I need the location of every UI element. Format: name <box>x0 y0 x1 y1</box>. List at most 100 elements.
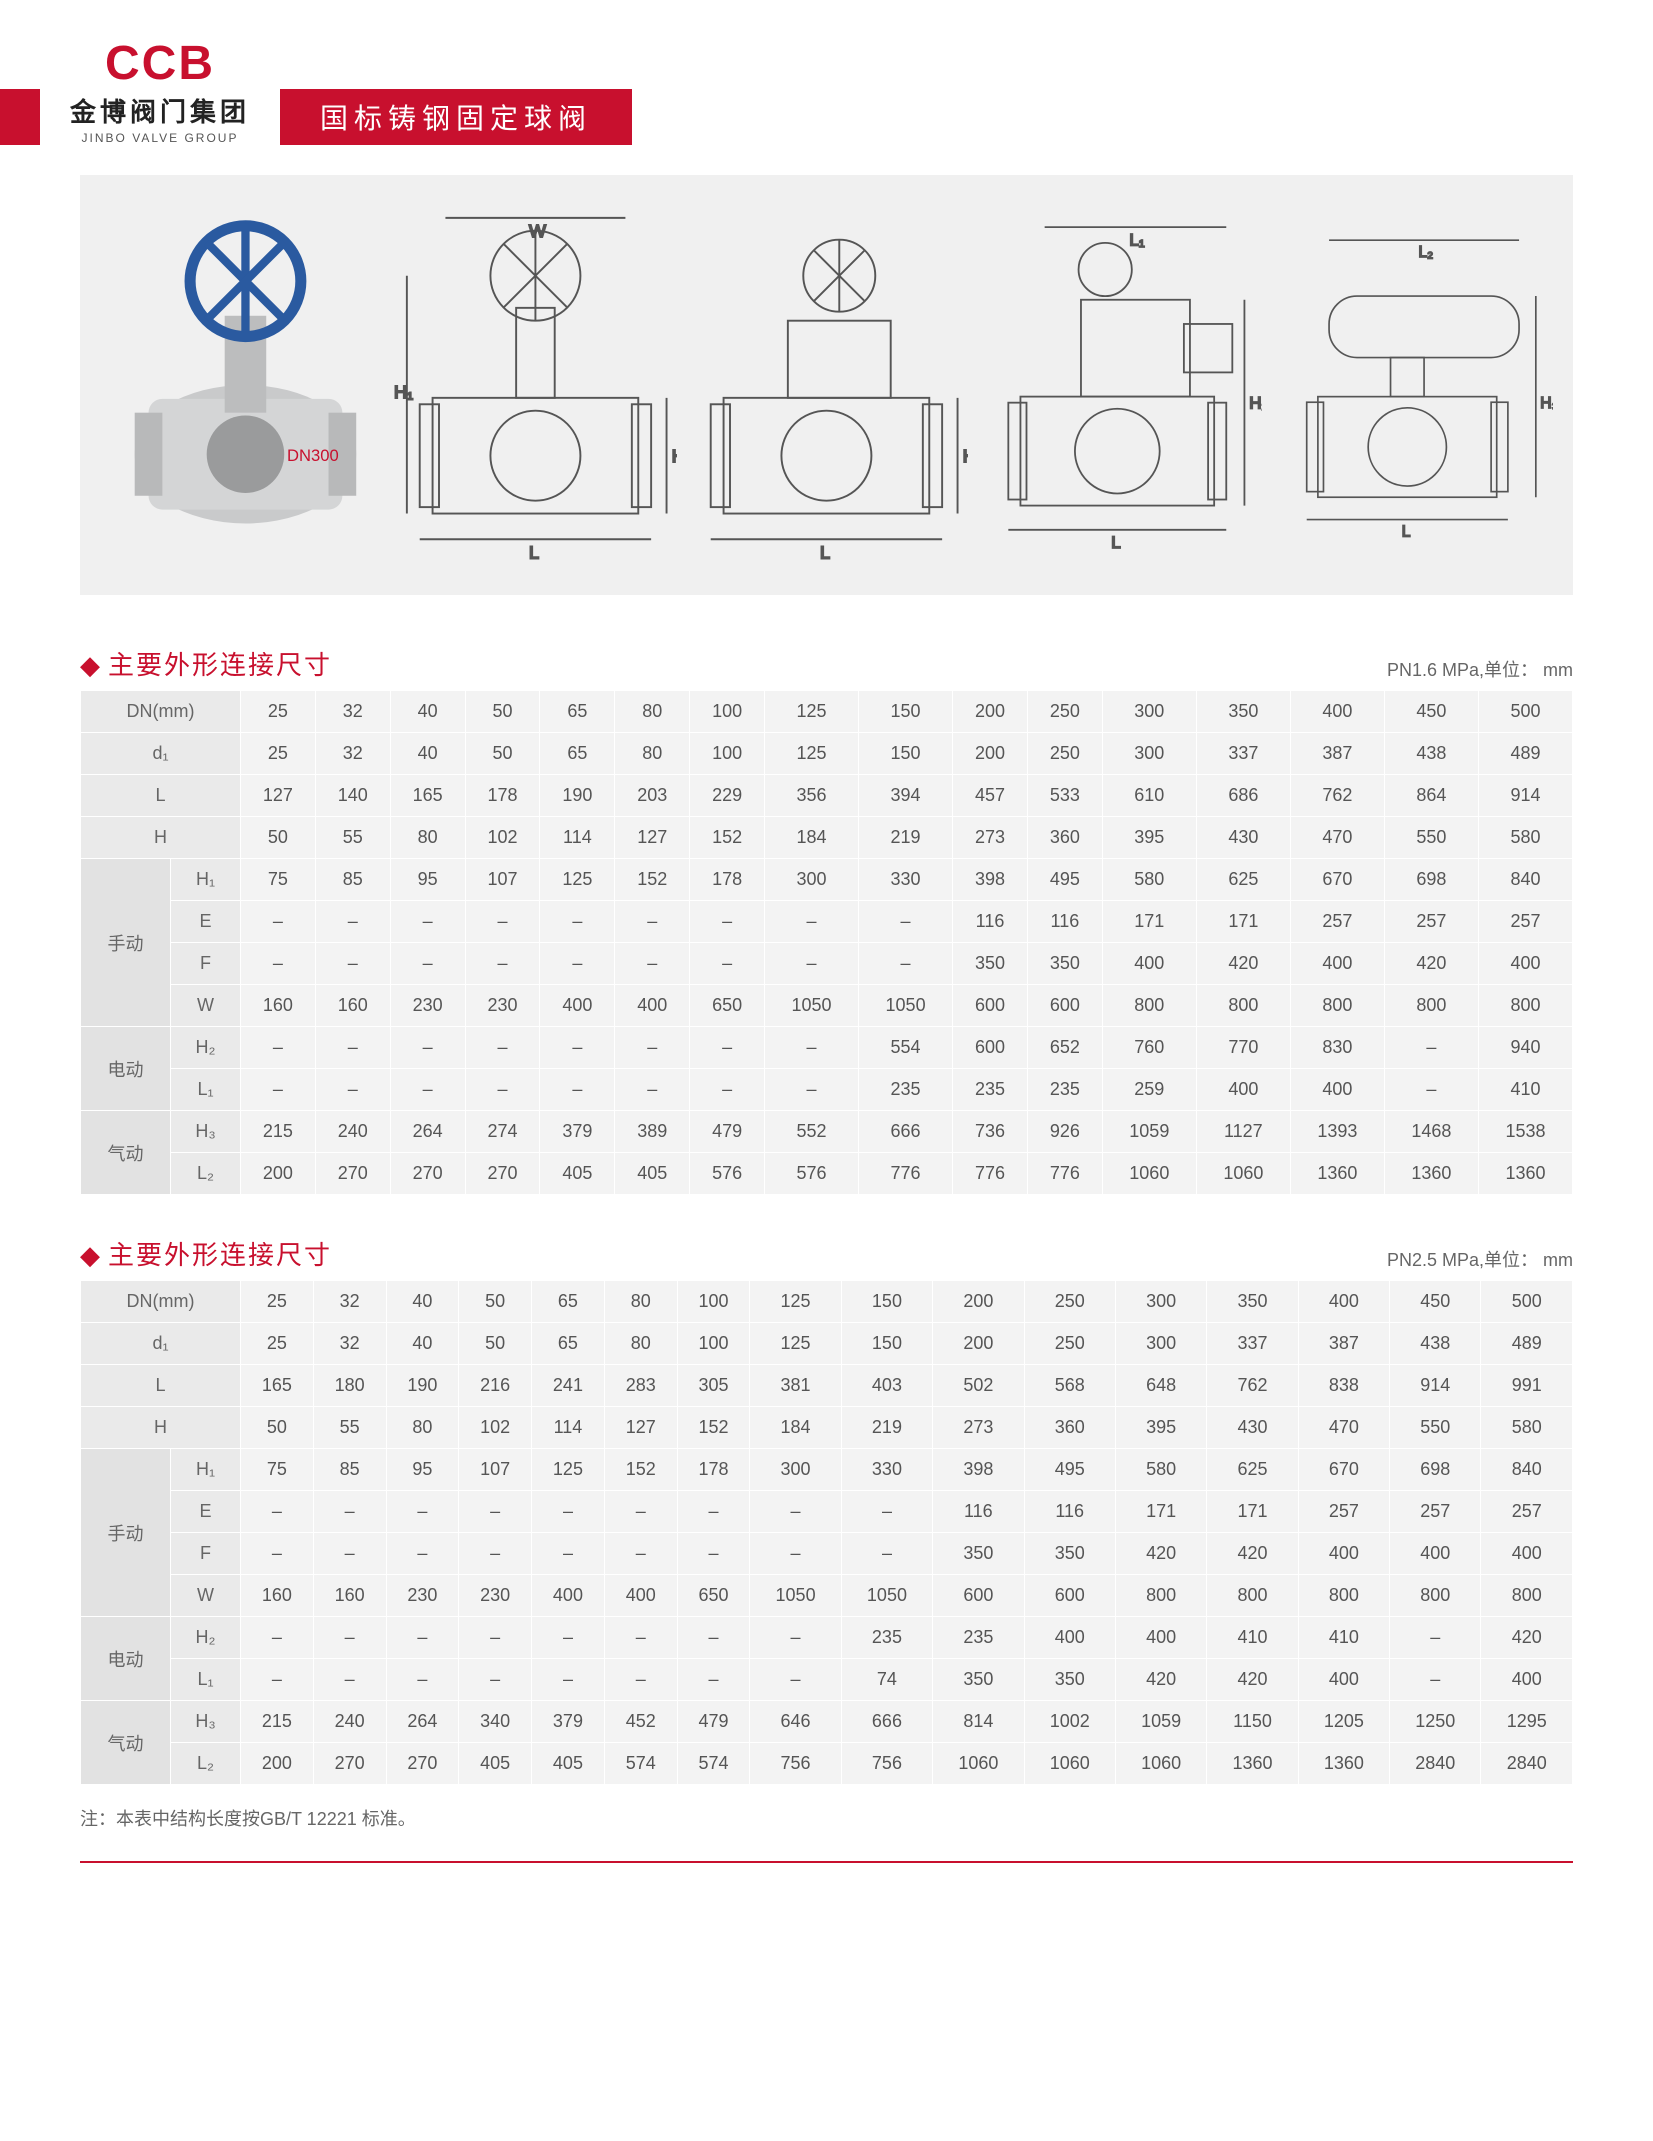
cell: 200 <box>241 1153 316 1195</box>
cell: – <box>532 1491 605 1533</box>
cell: 502 <box>933 1365 1024 1407</box>
cell: – <box>241 1659 314 1701</box>
cell: – <box>604 1617 677 1659</box>
cell: – <box>459 1491 532 1533</box>
cell: – <box>615 943 690 985</box>
cell: – <box>765 1069 859 1111</box>
col-header: 200 <box>953 691 1028 733</box>
cell: 50 <box>241 817 316 859</box>
cell: 171 <box>1196 901 1290 943</box>
cell: 762 <box>1290 775 1384 817</box>
section2-unit: PN2.5 MPa,单位： mm <box>1387 1246 1573 1272</box>
cell: – <box>459 1659 532 1701</box>
row-label: W <box>171 1575 241 1617</box>
col-header: 200 <box>933 1281 1024 1323</box>
cell: 1060 <box>1196 1153 1290 1195</box>
cell: – <box>241 1617 314 1659</box>
cell: 190 <box>540 775 615 817</box>
cell: 1050 <box>841 1575 932 1617</box>
cell: 489 <box>1481 1323 1573 1365</box>
cell: 219 <box>859 817 953 859</box>
cell: 650 <box>677 1575 750 1617</box>
col-header: 125 <box>765 691 859 733</box>
svg-text:L₂: L₂ <box>1419 243 1434 260</box>
cell: 102 <box>465 817 540 859</box>
cell: – <box>241 1027 316 1069</box>
row-label: H₃ <box>171 1701 241 1743</box>
col-header: 50 <box>465 691 540 733</box>
spec-table-1: DN(mm)2532405065801001251502002503003504… <box>80 690 1573 1195</box>
cell: – <box>241 901 316 943</box>
cell: 420 <box>1115 1533 1206 1575</box>
cell: 270 <box>313 1743 386 1785</box>
cell: 420 <box>1481 1617 1573 1659</box>
cell: 550 <box>1384 817 1478 859</box>
col-header: 300 <box>1102 691 1196 733</box>
cell: 140 <box>315 775 390 817</box>
cell: 1150 <box>1207 1701 1298 1743</box>
cell: 405 <box>532 1743 605 1785</box>
cell: 776 <box>953 1153 1028 1195</box>
logo-cn: 金博阀门集团 <box>70 92 250 129</box>
cell: 160 <box>241 1575 314 1617</box>
col-header: 250 <box>1027 691 1102 733</box>
svg-text:L₁: L₁ <box>1129 231 1144 250</box>
cell: 203 <box>615 775 690 817</box>
col-header: 25 <box>241 1281 314 1323</box>
col-header: 32 <box>315 691 390 733</box>
cell: 235 <box>841 1617 932 1659</box>
cell: 400 <box>1102 943 1196 985</box>
col-header: 125 <box>750 1281 841 1323</box>
cell: 114 <box>540 817 615 859</box>
cell: – <box>532 1533 605 1575</box>
schematic-gear: L H <box>681 205 972 565</box>
group-label: 手动 <box>81 859 171 1027</box>
section2-title: ◆主要外形连接尺寸 <box>80 1235 332 1272</box>
cell: 698 <box>1390 1449 1481 1491</box>
cell: 398 <box>933 1449 1024 1491</box>
cell: 914 <box>1390 1365 1481 1407</box>
cell: 438 <box>1384 733 1478 775</box>
cell: 800 <box>1298 1575 1389 1617</box>
col-header: 350 <box>1196 691 1290 733</box>
cell: 40 <box>386 1323 459 1365</box>
cell: 25 <box>241 1323 314 1365</box>
cell: 152 <box>690 817 765 859</box>
cell: – <box>859 943 953 985</box>
cell: 776 <box>859 1153 953 1195</box>
cell: 736 <box>953 1111 1028 1153</box>
cell: 650 <box>690 985 765 1027</box>
cell: – <box>615 1069 690 1111</box>
cell: 400 <box>1290 943 1384 985</box>
photo-badge: DN300 <box>287 446 339 465</box>
cell: 184 <box>750 1407 841 1449</box>
cell: 273 <box>953 817 1028 859</box>
cell: 300 <box>765 859 859 901</box>
spec-table-2: DN(mm)2532405065801001251502002503003504… <box>80 1280 1573 1785</box>
cell: 350 <box>1024 1659 1115 1701</box>
cell: 762 <box>1207 1365 1298 1407</box>
cell: 1002 <box>1024 1701 1115 1743</box>
cell: 1060 <box>1102 1153 1196 1195</box>
cell: 600 <box>953 985 1028 1027</box>
svg-text:L: L <box>1402 523 1411 540</box>
cell: – <box>532 1617 605 1659</box>
cell: 350 <box>933 1659 1024 1701</box>
cell: 838 <box>1298 1365 1389 1407</box>
cell: – <box>315 943 390 985</box>
logo-en: JINBO VALVE GROUP <box>82 131 239 145</box>
cell: 1059 <box>1102 1111 1196 1153</box>
cell: – <box>765 943 859 985</box>
cell: 230 <box>465 985 540 1027</box>
svg-text:W: W <box>529 221 546 241</box>
cell: 178 <box>690 859 765 901</box>
logo-block: CCB 金博阀门集团 JINBO VALVE GROUP <box>70 40 250 145</box>
cell: 1060 <box>1115 1743 1206 1785</box>
cell: – <box>604 1533 677 1575</box>
cell: 171 <box>1115 1491 1206 1533</box>
col-header: 500 <box>1478 691 1572 733</box>
cell: 300 <box>750 1449 841 1491</box>
cell: 127 <box>241 775 316 817</box>
cell: – <box>390 1069 465 1111</box>
cell: 800 <box>1478 985 1572 1027</box>
